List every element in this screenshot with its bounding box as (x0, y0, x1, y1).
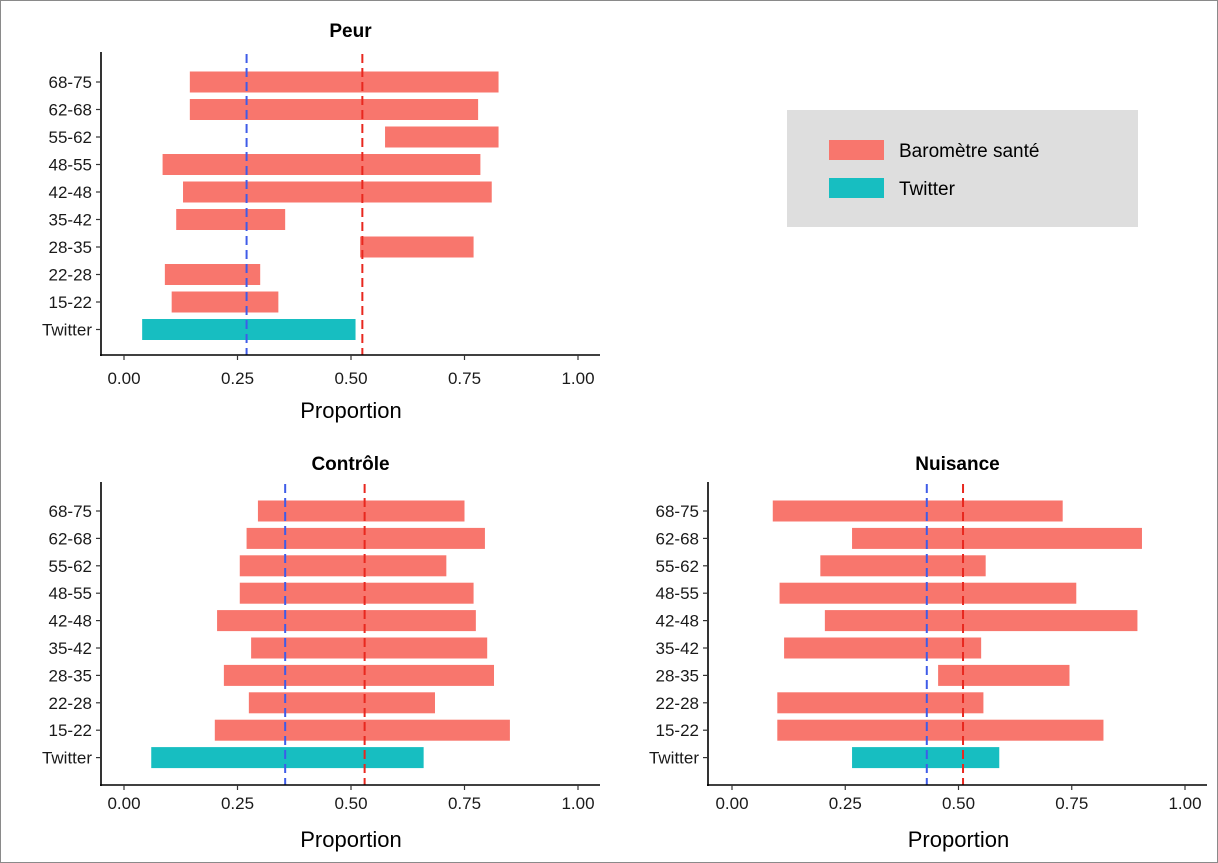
panel-0: Peur Twitter 15-22 22-28 28-35 35-42 42-48 48-5… (42, 21, 600, 423)
bar-35-42 (784, 637, 982, 659)
x-tick-label: 0.50 (334, 794, 367, 813)
legend: Baromètre santé Twitter (787, 110, 1138, 227)
y-tick-label: 42-48 (49, 183, 92, 202)
x-tick-label: 1.00 (561, 794, 594, 813)
panel-title: Peur (329, 21, 372, 42)
y-tick-label: Twitter (42, 321, 92, 340)
y-tick-label: 68-75 (49, 502, 92, 521)
x-axis-title: Proportion (908, 827, 1010, 852)
y-tick-label: 62-68 (49, 529, 92, 548)
y-tick-label: 35-42 (49, 639, 92, 658)
legend-label: Twitter (899, 179, 956, 200)
y-tick-label: 35-42 (656, 639, 699, 658)
bar-48-55 (779, 582, 1077, 604)
y-tick-label: 62-68 (656, 529, 699, 548)
y-tick-label: 22-28 (49, 266, 92, 285)
y-tick-label: 55-62 (49, 128, 92, 147)
y-tick-label: Twitter (42, 749, 92, 768)
panel-2: Nuisance Twitter 15-22 22-28 28-35 35-42 42-48… (649, 454, 1207, 852)
y-tick-label: 48-55 (49, 584, 92, 603)
y-tick-label: 28-35 (656, 666, 699, 685)
y-tick-label: 62-68 (49, 101, 92, 120)
bar-42-48 (824, 610, 1138, 632)
y-tick-label: 42-48 (49, 612, 92, 631)
bar-Twitter (142, 319, 356, 340)
bar-68-75 (257, 500, 465, 522)
bar-68-75 (189, 71, 499, 93)
x-tick-label: 0.25 (221, 794, 254, 813)
x-tick-label: 0.25 (829, 794, 862, 813)
x-tick-label: 0.50 (334, 369, 367, 388)
bar-Twitter (852, 747, 1000, 769)
legend-background (787, 110, 1138, 227)
x-tick-label: 0.75 (1055, 794, 1088, 813)
bar-55-62 (385, 126, 499, 148)
legend-label: Baromètre santé (899, 141, 1039, 162)
x-tick-label: 0.00 (107, 794, 140, 813)
bar-48-55 (162, 154, 481, 175)
legend-swatch (829, 140, 884, 160)
bar-35-42 (251, 637, 488, 659)
x-tick-label: 0.75 (448, 369, 481, 388)
bar-68-75 (772, 500, 1063, 522)
bar-48-55 (239, 582, 474, 604)
y-tick-label: Twitter (649, 749, 699, 768)
y-tick-label: 48-55 (49, 156, 92, 175)
y-tick-label: 55-62 (656, 557, 699, 576)
x-axis-title: Proportion (300, 827, 402, 852)
bar-28-35 (938, 664, 1070, 686)
legend-swatch (829, 178, 884, 198)
panel-title: Contrôle (311, 454, 389, 475)
x-tick-label: 1.00 (561, 369, 594, 388)
bar-22-28 (777, 692, 984, 714)
bar-15-22 (214, 719, 510, 741)
bar-35-42 (176, 209, 286, 230)
x-tick-label: 0.00 (715, 794, 748, 813)
bar-42-48 (183, 181, 492, 203)
bar-62-68 (246, 527, 485, 549)
y-tick-label: 35-42 (49, 211, 92, 230)
bar-55-62 (820, 555, 986, 577)
y-tick-label: 48-55 (656, 584, 699, 603)
y-tick-label: 15-22 (49, 293, 92, 312)
x-axis-title: Proportion (300, 398, 402, 423)
x-tick-label: 0.25 (221, 369, 254, 388)
y-tick-label: 42-48 (656, 612, 699, 631)
y-tick-label: 28-35 (49, 666, 92, 685)
x-tick-label: 1.00 (1168, 794, 1201, 813)
y-tick-label: 68-75 (49, 73, 92, 92)
bar-42-48 (217, 610, 476, 632)
x-tick-label: 0.00 (107, 369, 140, 388)
y-tick-label: 28-35 (49, 238, 92, 257)
bar-15-22 (777, 719, 1104, 741)
x-tick-label: 0.75 (448, 794, 481, 813)
bar-55-62 (239, 555, 447, 577)
bar-62-68 (852, 527, 1142, 549)
x-tick-label: 0.50 (942, 794, 975, 813)
bar-15-22 (171, 291, 279, 313)
bar-28-35 (223, 664, 495, 686)
panel-1: Contrôle Twitter 15-22 22-28 28-35 35-42 42-48… (42, 454, 600, 852)
bar-22-28 (164, 264, 261, 285)
bar-62-68 (189, 99, 479, 120)
y-tick-label: 22-28 (656, 694, 699, 713)
bar-28-35 (360, 236, 474, 258)
y-tick-label: 15-22 (656, 721, 699, 740)
bar-22-28 (248, 692, 435, 714)
y-tick-label: 68-75 (656, 502, 699, 521)
y-tick-label: 55-62 (49, 557, 92, 576)
bar-Twitter (151, 747, 424, 769)
y-tick-label: 15-22 (49, 721, 92, 740)
panel-title: Nuisance (915, 454, 999, 475)
y-tick-label: 22-28 (49, 694, 92, 713)
